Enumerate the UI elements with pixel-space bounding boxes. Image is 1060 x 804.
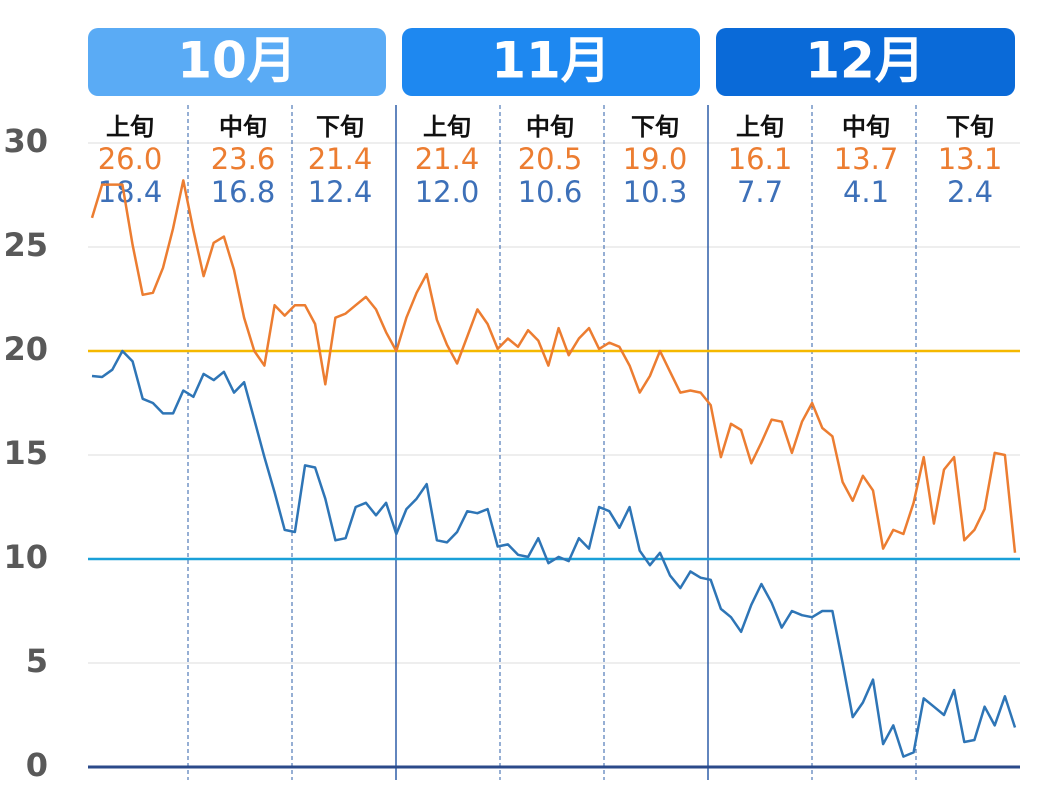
month-label: 10月 <box>177 32 297 90</box>
period-name: 下旬 <box>631 113 679 141</box>
period-min: 7.7 <box>737 175 783 209</box>
period-name: 上旬 <box>423 113 471 141</box>
period-name: 中旬 <box>219 113 267 141</box>
period-max: 23.6 <box>211 142 276 176</box>
period-name: 上旬 <box>736 113 784 141</box>
y-tick-label: 5 <box>26 642 48 680</box>
period-max: 20.5 <box>518 142 583 176</box>
period-max: 13.7 <box>834 142 899 176</box>
period-min: 10.3 <box>623 175 688 209</box>
period-min: 18.4 <box>98 175 163 209</box>
month-box <box>88 28 386 96</box>
month-box <box>716 28 1015 96</box>
month-box <box>402 28 700 96</box>
period-min: 4.1 <box>843 175 889 209</box>
period-name: 中旬 <box>842 113 890 141</box>
period-name: 下旬 <box>946 113 994 141</box>
period-name: 中旬 <box>526 113 574 141</box>
y-tick-label: 10 <box>3 538 48 576</box>
y-tick-label: 25 <box>3 226 48 264</box>
period-name: 下旬 <box>316 113 364 141</box>
series-line <box>90 179 1017 553</box>
period-max: 26.0 <box>98 142 163 176</box>
period-min: 16.8 <box>211 175 276 209</box>
period-min: 12.0 <box>415 175 480 209</box>
period-max: 16.1 <box>728 142 793 176</box>
period-name: 上旬 <box>106 113 154 141</box>
period-max: 21.4 <box>308 142 373 176</box>
y-tick-label: 0 <box>26 746 48 784</box>
y-tick-label: 30 <box>3 122 48 160</box>
month-label: 11月 <box>491 32 611 90</box>
period-max: 19.0 <box>623 142 688 176</box>
period-min: 10.6 <box>518 175 583 209</box>
y-tick-label: 15 <box>3 434 48 472</box>
y-tick-label: 20 <box>3 330 48 368</box>
series-line <box>91 349 1017 758</box>
period-min: 2.4 <box>947 175 993 209</box>
month-label: 12月 <box>805 32 925 90</box>
period-min: 12.4 <box>308 175 373 209</box>
period-max: 13.1 <box>938 142 1003 176</box>
period-max: 21.4 <box>415 142 480 176</box>
